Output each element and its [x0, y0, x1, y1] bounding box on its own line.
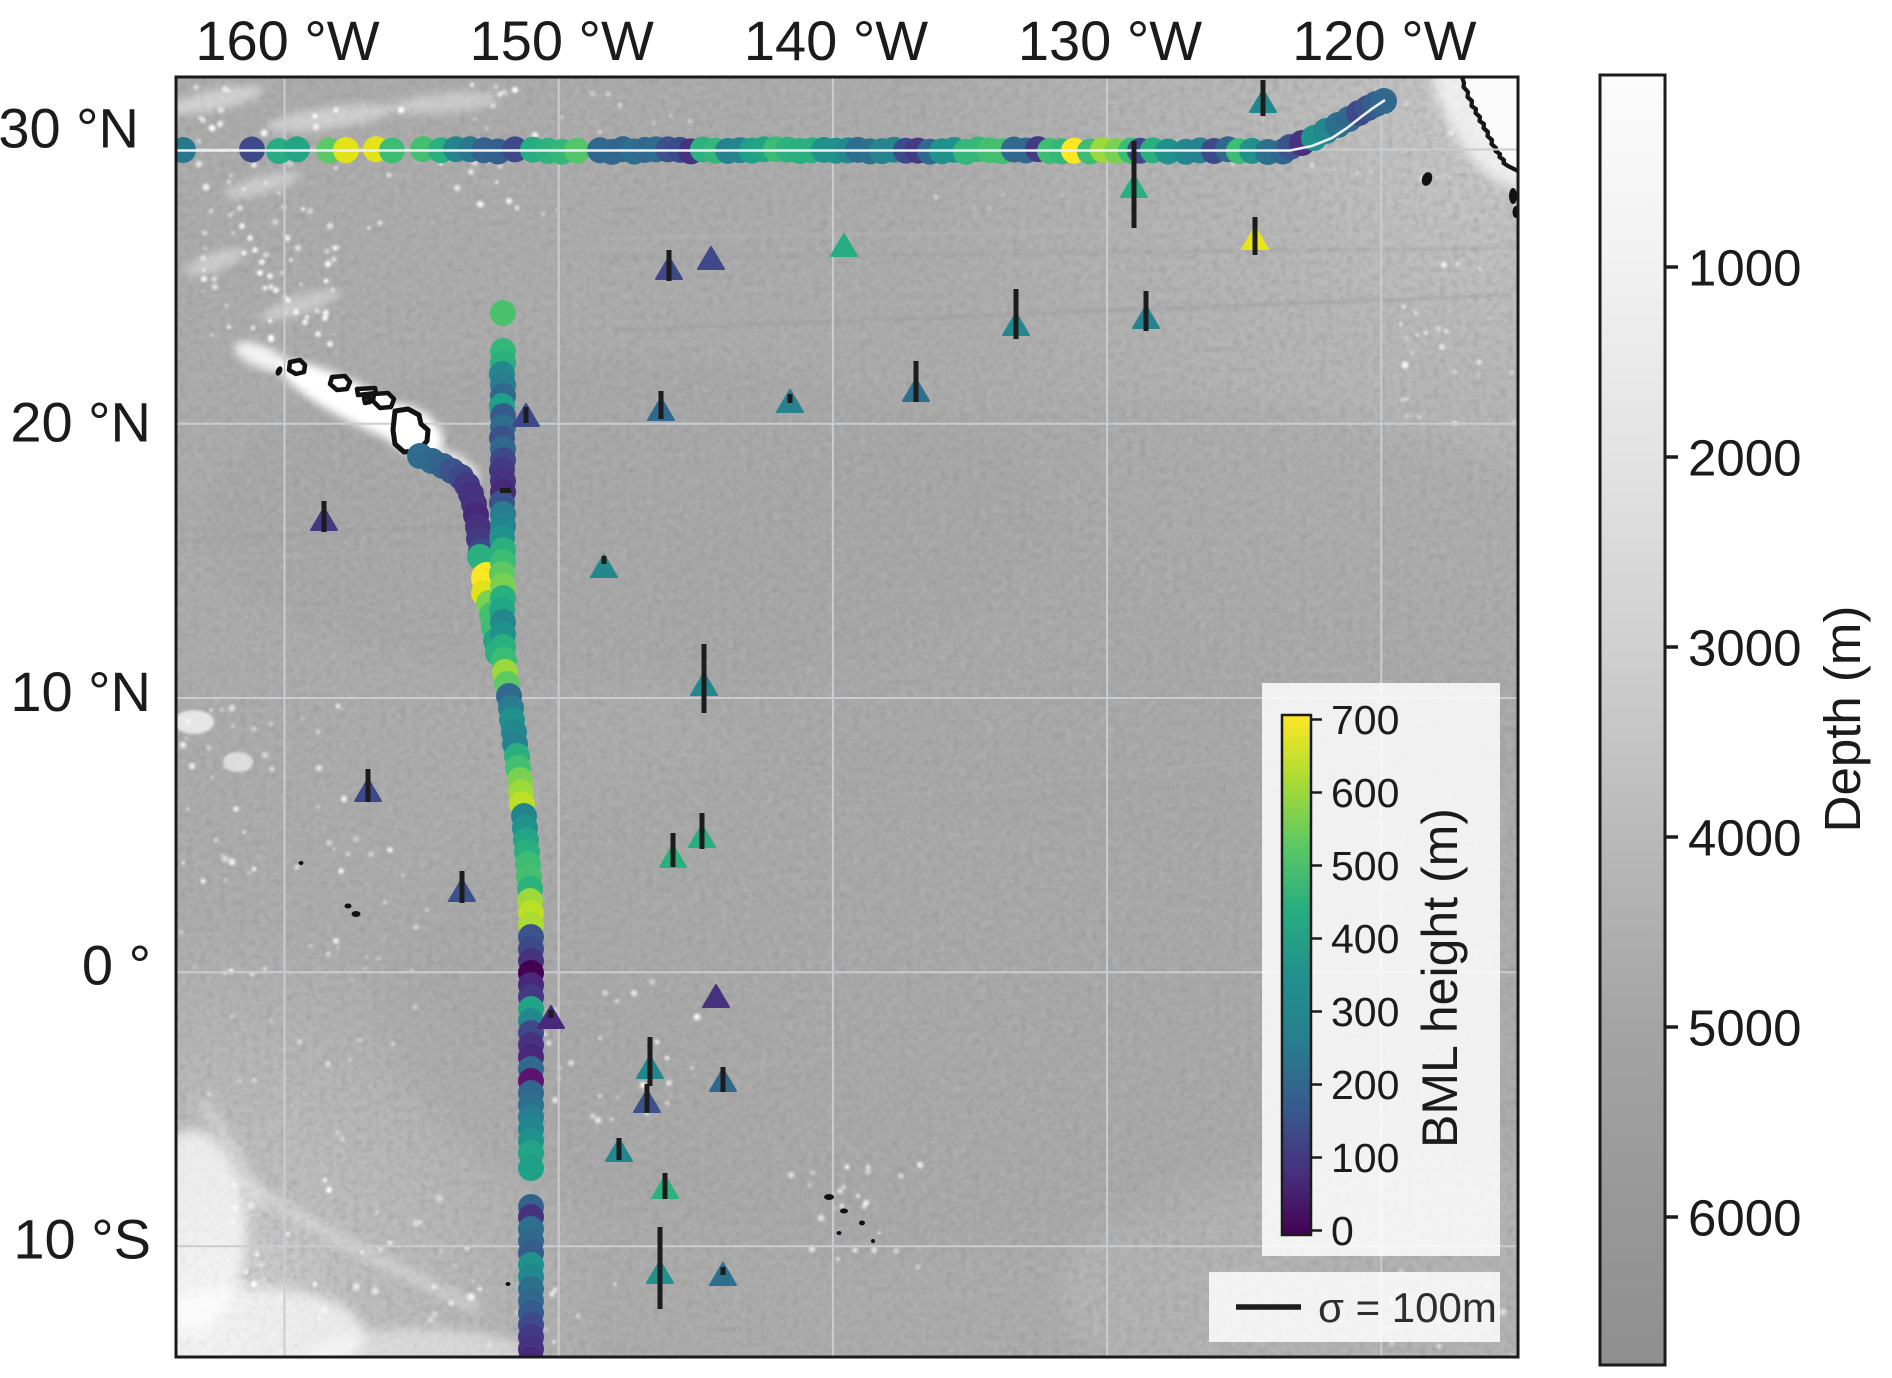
svg-text:100: 100 — [1331, 1135, 1399, 1181]
svg-text:Depth (m): Depth (m) — [1814, 606, 1871, 833]
svg-text:10 °S: 10 °S — [13, 1208, 151, 1271]
svg-text:130 °W: 130 °W — [1018, 9, 1202, 72]
svg-text:500: 500 — [1331, 843, 1399, 889]
svg-text:700: 700 — [1331, 697, 1399, 743]
svg-text:σ = 100m: σ = 100m — [1318, 1284, 1497, 1331]
svg-text:400: 400 — [1331, 916, 1399, 962]
svg-text:1000: 1000 — [1688, 240, 1801, 297]
svg-text:4000: 4000 — [1688, 810, 1801, 867]
svg-text:3000: 3000 — [1688, 620, 1801, 677]
svg-text:BML height (m): BML height (m) — [1412, 808, 1468, 1148]
svg-text:600: 600 — [1331, 770, 1399, 816]
svg-text:300: 300 — [1331, 989, 1399, 1035]
svg-text:6000: 6000 — [1688, 1190, 1801, 1247]
svg-text:120 °W: 120 °W — [1292, 9, 1476, 72]
svg-text:200: 200 — [1331, 1062, 1399, 1108]
svg-text:150 °W: 150 °W — [470, 9, 654, 72]
svg-text:5000: 5000 — [1688, 1000, 1801, 1057]
svg-text:160 °W: 160 °W — [195, 9, 379, 72]
svg-text:10 °N: 10 °N — [10, 660, 151, 723]
svg-text:0: 0 — [1331, 1208, 1354, 1254]
svg-text:30 °N: 30 °N — [0, 97, 139, 160]
svg-text:140 °W: 140 °W — [744, 9, 928, 72]
svg-text:20 °N: 20 °N — [10, 391, 151, 454]
svg-text:2000: 2000 — [1688, 430, 1801, 487]
svg-text:0 °: 0 ° — [82, 934, 151, 997]
